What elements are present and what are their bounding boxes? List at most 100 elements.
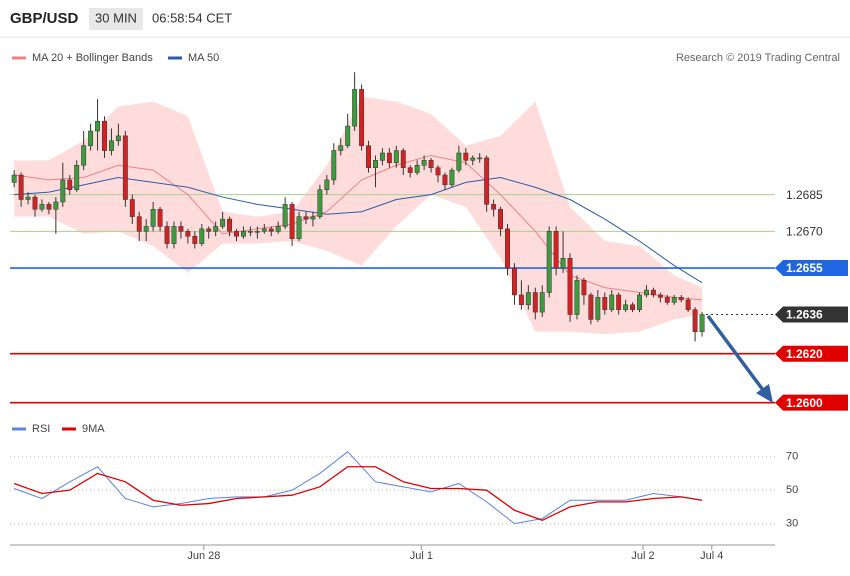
candle-body (81, 145, 87, 166)
candle-body (525, 292, 531, 306)
x-tick-label: Jun 28 (187, 550, 220, 562)
legend-label: RSI (32, 423, 50, 435)
candle-body (463, 152, 469, 161)
candle-body (164, 226, 170, 244)
candle-body (657, 294, 663, 298)
ma50-line (14, 176, 703, 284)
candle-body (108, 140, 114, 151)
candle-body (386, 152, 392, 164)
y-tick-label: 30 (786, 518, 798, 530)
candle-body (206, 228, 212, 232)
candle-body (442, 174, 448, 186)
bollinger-band (14, 96, 703, 335)
candle-body (227, 218, 233, 232)
candle-body (317, 189, 323, 217)
level-label: 1.2670 (786, 225, 823, 239)
candle-body (254, 231, 260, 233)
candle-body (324, 179, 330, 190)
level-label: 1.2655 (786, 261, 823, 275)
candle-body (199, 228, 205, 244)
candle-body (671, 297, 677, 303)
candle-body (421, 160, 427, 166)
ma20-line (14, 154, 703, 301)
candle-body (699, 314, 705, 332)
level-tag (775, 345, 848, 362)
candle-body (595, 297, 601, 320)
candle-body (11, 174, 17, 183)
candle-body (185, 231, 191, 237)
candle-body (491, 204, 497, 210)
candle-body (400, 150, 406, 168)
candle-body (46, 204, 52, 210)
candle-body (602, 297, 608, 310)
candle-body (498, 209, 503, 230)
x-tick-label: Jul 2 (631, 550, 654, 562)
candle-body (609, 294, 615, 310)
level-label: 1.2685 (786, 188, 823, 202)
candle-body (352, 89, 358, 127)
candle-body (122, 135, 128, 200)
legend-label: MA 20 + Bollinger Bands (32, 52, 153, 64)
candle-body (650, 289, 656, 296)
candle-body (484, 157, 490, 205)
candle-body (261, 228, 267, 232)
candle-body (567, 258, 573, 315)
time: 06:58:54 CET (152, 10, 232, 25)
candle-body (623, 304, 629, 310)
candle-body (60, 179, 66, 203)
candle-body (553, 231, 559, 269)
candle-body (241, 231, 246, 237)
candle-body (53, 201, 59, 210)
candle-body (685, 299, 691, 310)
candle-body (379, 152, 385, 161)
candle-body (338, 145, 344, 151)
candle-body (616, 294, 622, 310)
candle-body (143, 226, 149, 232)
candle-body (560, 258, 566, 269)
candle-body (67, 179, 73, 190)
candle-body (213, 226, 219, 232)
candle-body (95, 120, 100, 132)
candle-body (234, 231, 239, 237)
candle-body (74, 164, 80, 190)
candle-body (511, 267, 517, 296)
candle-body (102, 120, 107, 151)
level-label: 1.2600 (786, 396, 823, 410)
candle-body (39, 204, 45, 210)
candle-body (331, 150, 337, 181)
candle-body (192, 235, 198, 244)
level-tag (775, 260, 848, 277)
candle-body (637, 294, 642, 310)
candle-body (268, 228, 274, 232)
candle-body (505, 228, 510, 269)
chart-title: GBP/USD (10, 10, 79, 27)
candle-body (345, 125, 351, 146)
timeframe: 30 MIN (95, 10, 137, 25)
candle-body (644, 289, 649, 296)
candle-body (115, 135, 121, 142)
level-tag (775, 306, 848, 323)
candle-body (678, 297, 684, 301)
y-tick-label: 50 (786, 484, 798, 496)
source: Research © 2019 Trading Central (676, 52, 840, 64)
y-tick-label: 70 (786, 451, 798, 463)
level-label: 1.2620 (786, 347, 823, 361)
candle-body (393, 150, 399, 164)
forecast-arrowhead (756, 384, 773, 403)
candle-body (470, 157, 476, 161)
candle-body (588, 294, 594, 320)
candle-body (435, 167, 441, 176)
candle-body (532, 292, 538, 313)
candle-body (414, 164, 420, 173)
candle-body (407, 167, 413, 173)
candle-body (373, 160, 378, 168)
candle-body (664, 297, 670, 303)
level-label: 1.2636 (786, 308, 823, 322)
candle-body (456, 152, 462, 171)
candle-body (275, 226, 281, 232)
candle-body (428, 160, 434, 168)
candle-body (136, 216, 142, 232)
legend-label: 9MA (82, 423, 105, 435)
candle-body (692, 309, 698, 332)
